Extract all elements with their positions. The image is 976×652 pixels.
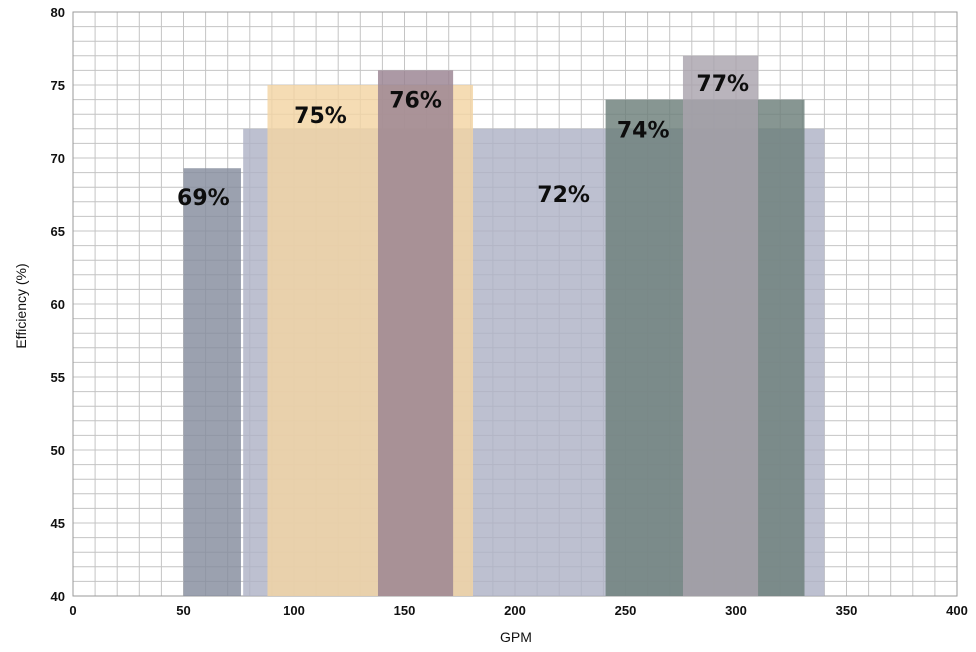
y-tick-label: 75 bbox=[51, 78, 65, 93]
y-tick-label: 50 bbox=[51, 443, 65, 458]
x-tick-label: 300 bbox=[725, 603, 747, 618]
y-tick-label: 55 bbox=[51, 370, 65, 385]
x-tick-label: 150 bbox=[394, 603, 416, 618]
x-axis-title: GPM bbox=[500, 629, 532, 645]
y-tick-label: 45 bbox=[51, 516, 65, 531]
bar bbox=[183, 168, 241, 596]
y-tick-label: 65 bbox=[51, 224, 65, 239]
data-labels: 72% 69% 75% 76% 74% 77% bbox=[177, 72, 749, 211]
x-tick-label: 50 bbox=[176, 603, 190, 618]
data-label: 69% bbox=[177, 186, 230, 211]
y-tick-label: 70 bbox=[51, 151, 65, 166]
y-axis-title: Efficiency (%) bbox=[13, 263, 29, 348]
data-label: 75% bbox=[294, 104, 347, 129]
data-label: 72% bbox=[537, 183, 590, 208]
data-label: 76% bbox=[389, 88, 442, 113]
x-tick-label: 350 bbox=[836, 603, 858, 618]
x-tick-label: 250 bbox=[615, 603, 637, 618]
y-tick-label: 40 bbox=[51, 589, 65, 604]
bar bbox=[377, 70, 454, 596]
x-tick-label: 400 bbox=[946, 603, 968, 618]
bars bbox=[183, 55, 825, 597]
x-tick-label: 200 bbox=[504, 603, 526, 618]
x-tick-label: 0 bbox=[69, 603, 76, 618]
y-tick-label: 60 bbox=[51, 297, 65, 312]
x-tick-label: 100 bbox=[283, 603, 305, 618]
data-label: 77% bbox=[696, 72, 749, 97]
bar bbox=[682, 55, 759, 597]
tick-labels: 0 50 100 150 200 250 300 350 400 40 45 50 55 60 65 70 75… bbox=[51, 5, 968, 618]
data-label: 74% bbox=[617, 119, 670, 144]
y-tick-label: 80 bbox=[51, 5, 65, 20]
